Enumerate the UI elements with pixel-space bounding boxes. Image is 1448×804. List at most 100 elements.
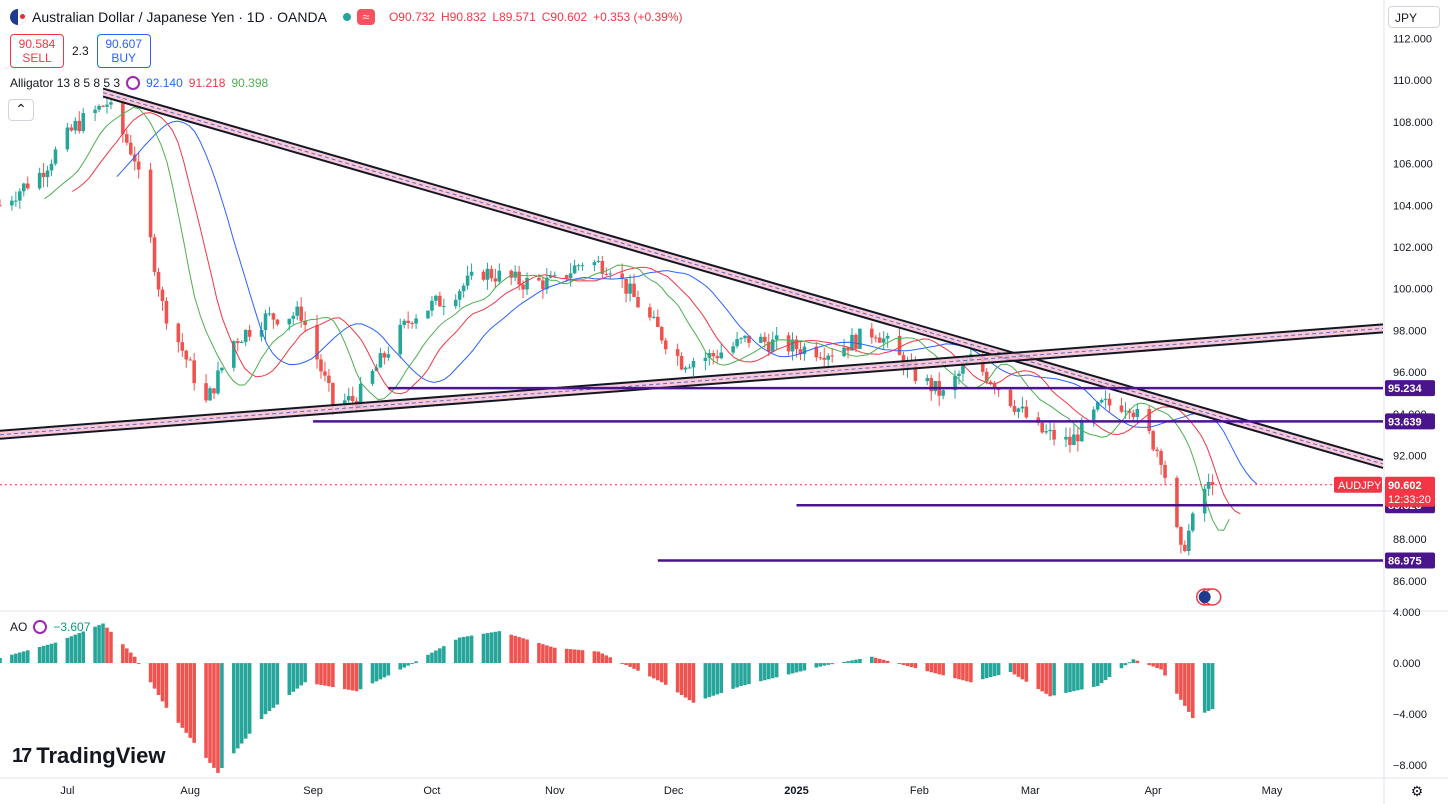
ao-bar — [537, 643, 541, 664]
ao-bar — [691, 663, 696, 703]
candle-body — [426, 310, 430, 319]
alligator-legend[interactable]: Alligator 13 8 5 8 5 3 92.140 91.218 90.… — [10, 76, 268, 90]
candle-body — [743, 335, 747, 339]
ao-bar — [739, 663, 743, 687]
candle-body — [97, 105, 101, 110]
ao-bar — [132, 656, 137, 664]
candle-body — [897, 335, 902, 356]
candle-body — [176, 323, 181, 343]
ao-bar — [596, 651, 601, 664]
candle-body — [1064, 436, 1068, 440]
candle-body — [830, 355, 834, 357]
ao-bar — [592, 651, 597, 664]
alligator-jaw-line — [116, 120, 1258, 485]
wave-icon[interactable]: ≈ — [356, 9, 375, 25]
ao-bar — [881, 659, 886, 664]
ao-bar — [549, 646, 553, 664]
ao-bar — [707, 663, 712, 698]
ao-bar — [822, 663, 827, 666]
australia-flag-icon — [10, 9, 26, 25]
ao-bar — [136, 663, 141, 665]
candle-body — [1036, 417, 1041, 423]
candle-body — [105, 104, 109, 107]
trendline-center — [0, 327, 1384, 436]
ao-bar — [743, 663, 747, 686]
candle-body — [715, 356, 720, 359]
ao-bar — [156, 663, 161, 695]
ao-bar — [14, 653, 18, 664]
candle-body — [525, 277, 529, 290]
candle-body — [1016, 408, 1021, 412]
candle-body — [291, 315, 296, 319]
ao-bar — [636, 663, 640, 671]
candle-body — [275, 319, 280, 325]
ao-bar — [493, 631, 498, 664]
candle-body — [873, 337, 878, 339]
candle-body — [731, 346, 735, 353]
ao-settings-icon[interactable] — [33, 620, 48, 634]
candle-body — [1135, 408, 1140, 418]
ao-bar — [41, 645, 46, 664]
candle-body — [125, 134, 129, 143]
low-value: L89.571 — [492, 10, 536, 24]
candle-body — [881, 338, 886, 343]
ao-bar — [759, 663, 763, 682]
candle-body — [814, 346, 819, 358]
ao-legend[interactable]: AO −3.607 — [10, 620, 90, 634]
ao-bar — [426, 654, 430, 664]
ao-bar — [109, 631, 113, 664]
candles — [0, 97, 1215, 556]
collapse-legend-button[interactable]: ⌃ — [8, 99, 34, 121]
candle-body — [652, 316, 656, 318]
price-tick-label: 92.000 — [1393, 451, 1427, 463]
candle-body — [331, 383, 335, 405]
ao-bar — [1076, 663, 1080, 691]
sell-button[interactable]: 90.584 SELL — [10, 34, 64, 68]
candle-body — [759, 336, 763, 343]
buy-button[interactable]: 90.607 BUY — [96, 34, 151, 68]
ao-bar — [663, 663, 668, 685]
ao-bar — [331, 663, 335, 688]
ao-bar — [350, 663, 355, 691]
ao-bar — [1210, 663, 1215, 710]
candle-body — [497, 270, 502, 282]
trade-panel: 90.584 SELL 2.3 90.607 BUY — [10, 34, 151, 68]
candle-body — [691, 361, 696, 368]
chart-settings-gear-icon[interactable]: ⚙ — [1410, 783, 1424, 799]
ao-bar — [854, 659, 858, 664]
candle-body — [0, 205, 2, 207]
ao-bar — [216, 663, 220, 773]
ao-bar — [901, 663, 906, 665]
ao-bar — [1187, 663, 1191, 712]
ao-bar — [97, 625, 101, 664]
candle-body — [687, 367, 692, 369]
candle-body — [350, 395, 355, 402]
candle-body — [636, 296, 640, 308]
candle-body — [1072, 434, 1076, 446]
ao-bar — [204, 663, 208, 758]
candle-body — [212, 388, 216, 394]
candle-body — [786, 335, 791, 352]
candle-body — [493, 278, 498, 282]
ao-bar — [374, 663, 379, 682]
candle-body — [822, 357, 827, 360]
tradingview-logo[interactable]: 17 TradingView — [12, 743, 165, 769]
price-tick-label: 104.000 — [1393, 200, 1433, 212]
currency-selector[interactable]: JPY — [1388, 6, 1440, 28]
candle-body — [628, 283, 632, 294]
ao-bar — [1036, 663, 1041, 689]
spread-value: 2.3 — [72, 44, 89, 58]
candle-body — [984, 371, 989, 382]
candle-body — [818, 357, 823, 359]
candle-body — [580, 265, 585, 267]
indicator-settings-icon[interactable] — [126, 76, 141, 90]
time-tick-label: Dec — [664, 785, 684, 797]
price-tick-label: 88.000 — [1393, 534, 1427, 546]
level-price-label: 86.975 — [1388, 555, 1422, 567]
ao-bar — [711, 663, 716, 696]
ao-bar — [1135, 660, 1140, 664]
candle-body — [553, 275, 557, 277]
ao-bar — [442, 646, 446, 664]
symbol-title[interactable]: Australian Dollar / Japanese Yen · 1D · … — [32, 9, 327, 25]
